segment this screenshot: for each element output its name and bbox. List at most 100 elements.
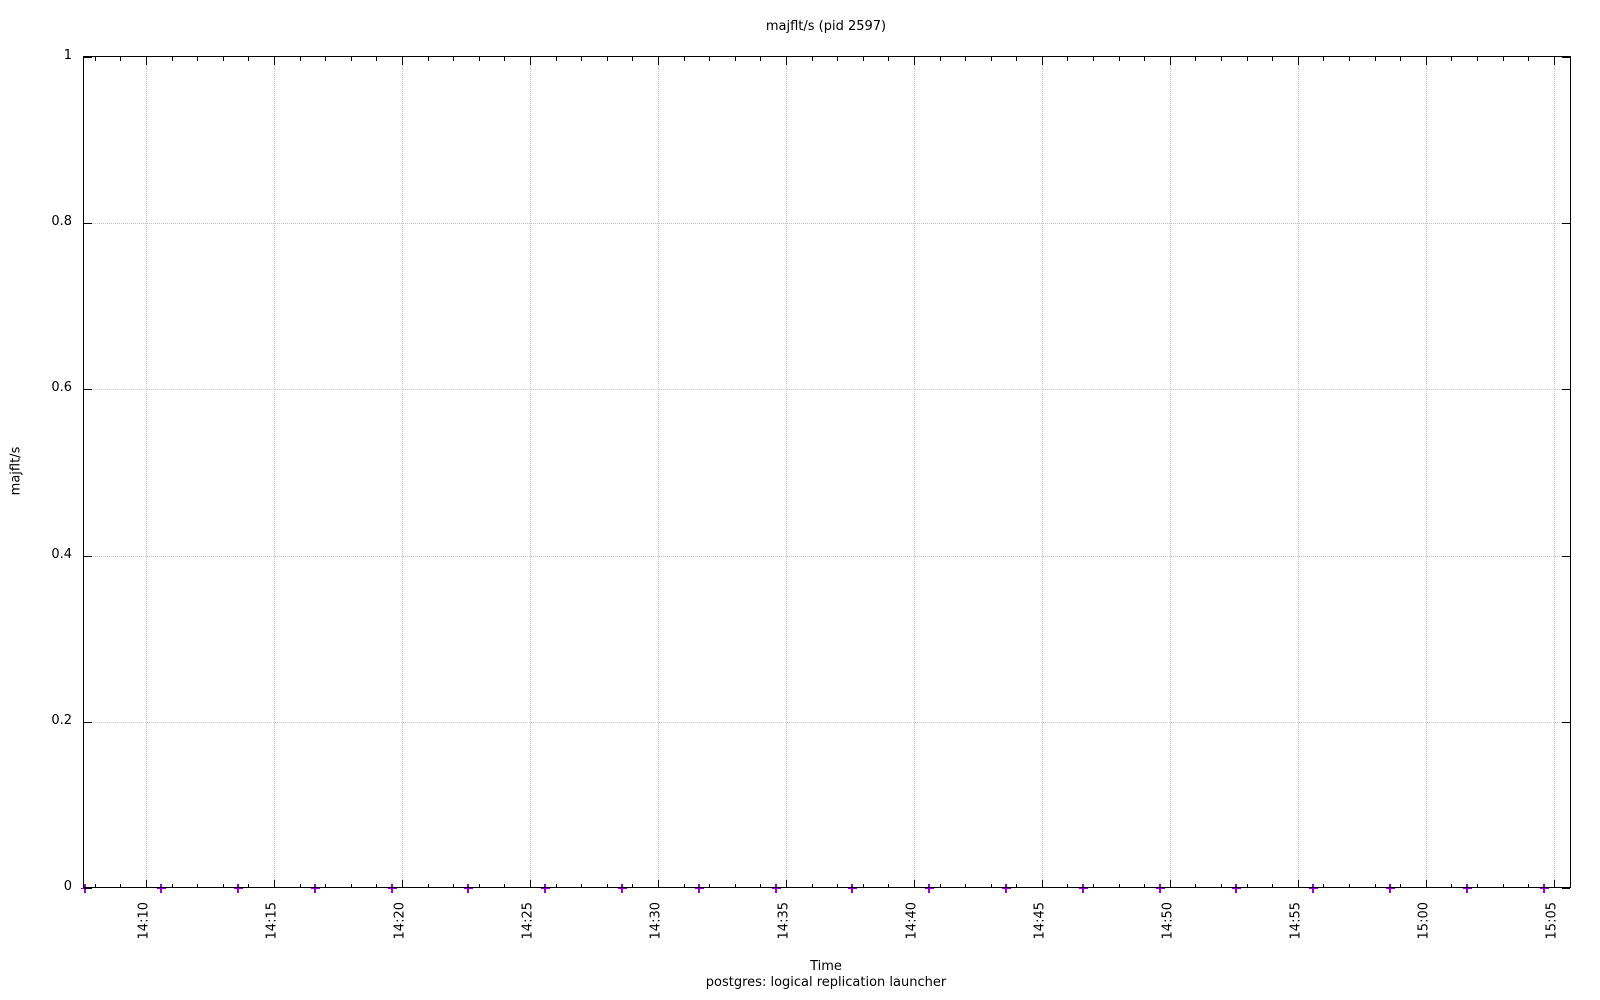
x-minor-tick-mirror [1451,57,1453,61]
x-minor-tick [555,884,557,888]
x-minor-tick [1528,884,1530,888]
data-point-marker-arm [1539,888,1549,889]
data-point-marker-arm [1309,888,1319,889]
x-minor-tick-mirror [990,57,992,61]
x-minor-tick [1400,884,1402,888]
y-tick-mirror [1562,721,1570,723]
x-tick-label: 14:45 [1032,902,1048,940]
x-axis-title: Time [810,959,842,974]
x-minor-tick [990,884,992,888]
data-point-marker-arm [925,888,935,889]
x-major-tick-mirror [657,57,659,65]
x-minor-tick [837,884,839,888]
x-minor-tick [581,884,583,888]
x-minor-tick [376,884,378,888]
x-minor-tick-mirror [1246,57,1248,61]
x-minor-tick-mirror [709,57,711,61]
x-major-tick-mirror [785,57,787,65]
y-tick-label: 1 [63,48,72,63]
data-point-marker-arm [618,888,628,889]
x-minor-tick [478,884,480,888]
data-point-marker-arm [387,888,397,889]
vertical-gridline [1553,57,1555,888]
x-minor-tick [325,884,327,888]
x-major-tick [1041,880,1043,888]
x-major-tick [1297,880,1299,888]
x-major-tick [401,880,403,888]
data-point-marker-arm [1386,888,1396,889]
chart-title: majflt/s (pid 2597) [765,19,887,34]
x-major-tick-mirror [145,57,147,65]
x-minor-tick-mirror [734,57,736,61]
x-major-tick [785,880,787,888]
x-minor-tick [632,884,634,888]
x-minor-tick [683,884,685,888]
x-minor-tick [1477,884,1479,888]
x-minor-tick-mirror [862,57,864,61]
x-major-tick [273,880,275,888]
y-tick-mirror [1562,555,1570,557]
x-minor-tick-mirror [683,57,685,61]
x-major-tick [1425,880,1427,888]
horizontal-gridline [84,555,1570,557]
y-tick-label: 0.6 [51,380,72,396]
x-minor-tick-mirror [1477,57,1479,61]
x-minor-tick [299,884,301,888]
x-minor-tick-mirror [1016,57,1018,61]
x-minor-tick [1451,884,1453,888]
vertical-gridline [1425,57,1427,888]
vertical-gridline [913,57,915,888]
x-minor-tick [350,884,352,888]
x-minor-tick-mirror [350,57,352,61]
x-minor-tick [197,884,199,888]
x-minor-tick-mirror [606,57,608,61]
vertical-gridline [145,57,147,888]
x-minor-tick [1374,884,1376,888]
plot-area [80,56,1571,893]
x-minor-tick [171,884,173,888]
x-minor-tick [811,884,813,888]
x-minor-tick-mirror [965,57,967,61]
x-minor-tick-mirror [1118,57,1120,61]
x-major-tick-mirror [1425,57,1427,65]
x-tick-label: 14:55 [1288,902,1304,940]
x-minor-tick [453,884,455,888]
x-minor-tick [248,884,250,888]
x-minor-tick [94,884,96,888]
process-name-label: postgres: logical replication launcher [705,975,947,990]
data-point-marker-arm [157,888,167,889]
x-minor-tick-mirror [760,57,762,61]
x-minor-tick-mirror [222,57,224,61]
x-minor-tick-mirror [811,57,813,61]
y-tick-label: 0.8 [51,214,72,230]
x-minor-tick-mirror [1221,57,1223,61]
data-point-marker-arm [464,888,474,889]
x-axis-line [84,887,1570,888]
x-minor-tick-mirror [939,57,941,61]
x-tick-label: 14:30 [648,902,664,940]
x-minor-tick [1323,884,1325,888]
x-minor-tick-mirror [453,57,455,61]
x-tick-label: 15:00 [1416,902,1432,940]
x-tick-label: 14:50 [1160,902,1176,940]
data-point-marker-arm [771,888,781,889]
x-minor-tick-mirror [581,57,583,61]
x-tick-label: 14:40 [904,902,920,940]
x-major-tick [1553,880,1555,888]
x-major-tick [529,880,531,888]
y-tick [84,888,92,889]
x-minor-tick [120,884,122,888]
y-tick-mirror [1562,888,1570,889]
x-minor-tick-mirror [1195,57,1197,61]
y-tick-mirror [1562,57,1570,58]
x-minor-tick-mirror [555,57,557,61]
x-minor-tick-mirror [1093,57,1095,61]
x-minor-tick [965,884,967,888]
horizontal-gridline [84,389,1570,391]
x-tick-label: 15:05 [1544,902,1560,940]
y-tick [84,555,92,557]
y-tick [84,721,92,723]
y-tick [84,57,92,58]
x-minor-tick [1118,884,1120,888]
x-major-tick-mirror [529,57,531,65]
